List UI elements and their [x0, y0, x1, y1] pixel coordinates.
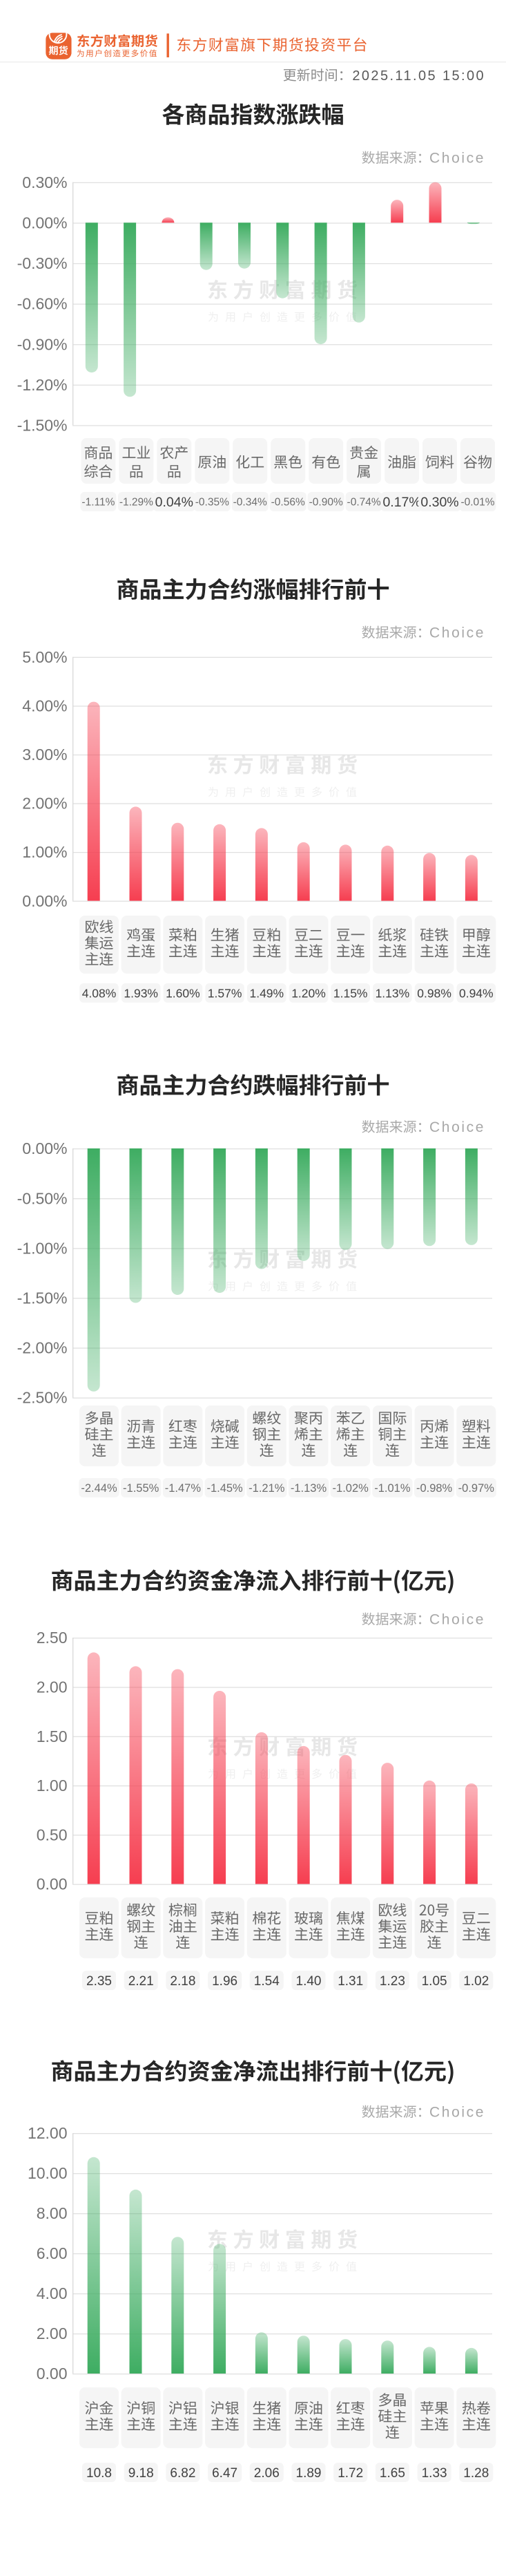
- svg-text:0.17%: 0.17%: [382, 495, 420, 510]
- svg-text:-0.56%: -0.56%: [271, 497, 305, 509]
- svg-text:2.00: 2.00: [37, 2324, 68, 2342]
- svg-text:1.05: 1.05: [422, 1974, 447, 1989]
- svg-text:-0.35%: -0.35%: [195, 497, 229, 509]
- svg-text:0.00: 0.00: [37, 1875, 68, 1893]
- svg-text:-1.00%: -1.00%: [17, 1239, 68, 1257]
- svg-text:2.35: 2.35: [86, 1974, 112, 1989]
- svg-text:0.30%: 0.30%: [22, 173, 67, 191]
- svg-text:-0.01%: -0.01%: [460, 497, 494, 509]
- svg-text:5.00%: 5.00%: [22, 648, 67, 666]
- svg-text:1.72: 1.72: [338, 2466, 363, 2481]
- svg-text:-2.50%: -2.50%: [17, 1389, 68, 1407]
- svg-text:2.21: 2.21: [128, 1974, 154, 1989]
- svg-text:4.08%: 4.08%: [82, 986, 117, 1000]
- svg-text:-2.44%: -2.44%: [81, 1482, 117, 1495]
- svg-text:Choice: Choice: [429, 625, 485, 641]
- svg-text:1.89: 1.89: [296, 2466, 322, 2481]
- svg-text:1.33: 1.33: [422, 2466, 447, 2481]
- svg-text:1.49%: 1.49%: [249, 986, 284, 1000]
- svg-text:-1.50%: -1.50%: [17, 417, 68, 435]
- svg-text:1.96: 1.96: [212, 1974, 237, 1989]
- svg-text:0.04%: 0.04%: [155, 495, 193, 510]
- svg-text:2.18: 2.18: [170, 1974, 195, 1989]
- svg-text:4.00: 4.00: [37, 2284, 68, 2302]
- svg-text:0.30%: 0.30%: [420, 495, 458, 510]
- svg-text:-1.47%: -1.47%: [165, 1482, 202, 1495]
- svg-text:-1.45%: -1.45%: [206, 1482, 243, 1495]
- svg-text:6.82: 6.82: [170, 2466, 195, 2481]
- svg-text:-0.30%: -0.30%: [17, 254, 68, 272]
- svg-text:6.47: 6.47: [212, 2466, 237, 2481]
- svg-text:6.00: 6.00: [37, 2244, 68, 2262]
- svg-text:1.00%: 1.00%: [22, 843, 67, 861]
- svg-text:-0.74%: -0.74%: [347, 497, 381, 509]
- svg-text:-1.21%: -1.21%: [249, 1482, 285, 1495]
- svg-text:0.98%: 0.98%: [417, 986, 451, 1000]
- svg-text:-0.90%: -0.90%: [309, 497, 343, 509]
- svg-text:1.54: 1.54: [254, 1974, 280, 1989]
- svg-text:-0.90%: -0.90%: [17, 335, 68, 353]
- svg-text:1.93%: 1.93%: [124, 986, 158, 1000]
- svg-text:1.02: 1.02: [463, 1974, 489, 1989]
- svg-text:-0.98%: -0.98%: [416, 1482, 453, 1495]
- svg-text:1.13%: 1.13%: [376, 986, 410, 1000]
- svg-text:1.40: 1.40: [296, 1974, 322, 1989]
- svg-text:2025.11.05 15:00: 2025.11.05 15:00: [352, 68, 485, 84]
- svg-text:Choice: Choice: [429, 150, 485, 166]
- svg-text:-0.60%: -0.60%: [17, 295, 68, 313]
- svg-text:Choice: Choice: [429, 1611, 485, 1627]
- svg-text:-0.50%: -0.50%: [17, 1189, 68, 1207]
- svg-text:0.00%: 0.00%: [22, 214, 67, 232]
- svg-text:1.31: 1.31: [338, 1974, 363, 1989]
- svg-text:1.15%: 1.15%: [333, 986, 368, 1000]
- svg-text:1.28: 1.28: [463, 2466, 489, 2481]
- svg-text:2.00: 2.00: [37, 1678, 68, 1696]
- svg-text:-1.50%: -1.50%: [17, 1289, 68, 1307]
- svg-text:-1.20%: -1.20%: [17, 376, 68, 394]
- svg-text:-1.11%: -1.11%: [81, 497, 115, 509]
- svg-text:1.60%: 1.60%: [166, 986, 200, 1000]
- svg-text:3.00%: 3.00%: [22, 746, 67, 764]
- svg-text:-2.00%: -2.00%: [17, 1339, 68, 1357]
- svg-text:1.00: 1.00: [37, 1777, 68, 1794]
- svg-text:-0.97%: -0.97%: [458, 1482, 495, 1495]
- svg-text:-0.34%: -0.34%: [233, 497, 267, 509]
- svg-text:2.00%: 2.00%: [22, 795, 67, 813]
- svg-text:Choice: Choice: [429, 1119, 485, 1135]
- svg-text:2.50: 2.50: [37, 1629, 68, 1647]
- svg-text:0.00%: 0.00%: [22, 1139, 67, 1157]
- svg-text:1.57%: 1.57%: [208, 986, 242, 1000]
- svg-text:0.50: 0.50: [37, 1826, 68, 1844]
- svg-text:10.8: 10.8: [86, 2466, 112, 2481]
- svg-text:0.94%: 0.94%: [459, 986, 494, 1000]
- svg-text:Choice: Choice: [429, 2104, 485, 2120]
- svg-text:9.18: 9.18: [128, 2466, 154, 2481]
- svg-text:10.00: 10.00: [28, 2164, 68, 2182]
- svg-text:4.00%: 4.00%: [22, 697, 67, 715]
- svg-text:1.50: 1.50: [37, 1727, 68, 1745]
- svg-text:1.65: 1.65: [380, 2466, 405, 2481]
- svg-text:12.00: 12.00: [28, 2124, 68, 2142]
- svg-text:-1.01%: -1.01%: [374, 1482, 411, 1495]
- svg-text:1.23: 1.23: [380, 1974, 405, 1989]
- svg-text:2.06: 2.06: [254, 2466, 280, 2481]
- svg-text:-1.13%: -1.13%: [291, 1482, 327, 1495]
- svg-text:-1.29%: -1.29%: [119, 497, 153, 509]
- svg-text:1.20%: 1.20%: [291, 986, 326, 1000]
- svg-text:-1.02%: -1.02%: [333, 1482, 369, 1495]
- svg-text:0.00%: 0.00%: [22, 892, 67, 910]
- svg-text:0.00: 0.00: [37, 2365, 68, 2383]
- svg-text:8.00: 8.00: [37, 2204, 68, 2222]
- svg-text:-1.55%: -1.55%: [123, 1482, 159, 1495]
